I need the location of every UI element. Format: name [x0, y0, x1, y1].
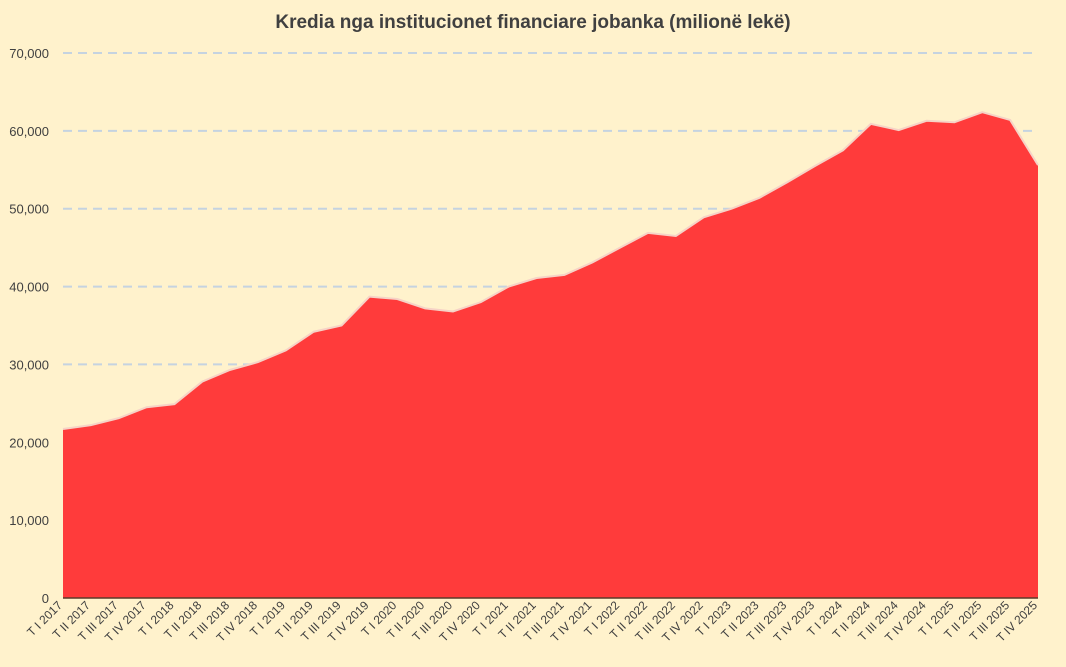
y-tick-label: 10,000 — [9, 513, 49, 528]
y-tick-label: 70,000 — [9, 46, 49, 61]
y-tick-label: 20,000 — [9, 435, 49, 450]
y-tick-label: 0 — [42, 591, 49, 606]
area-outline — [62, 111, 1039, 431]
chart-title: Kredia nga institucionet financiare joba… — [275, 12, 790, 33]
area-fill — [63, 112, 1038, 599]
y-axis-ticks: 0 10,000 20,000 30,000 40,000 50,000 60,000 70,… — [9, 46, 49, 606]
area-series — [62, 111, 1039, 599]
y-tick-label: 40,000 — [9, 280, 49, 295]
y-tick-label: 30,000 — [9, 357, 49, 372]
y-tick-label: 60,000 — [9, 124, 49, 139]
y-tick-label: 50,000 — [9, 202, 49, 217]
